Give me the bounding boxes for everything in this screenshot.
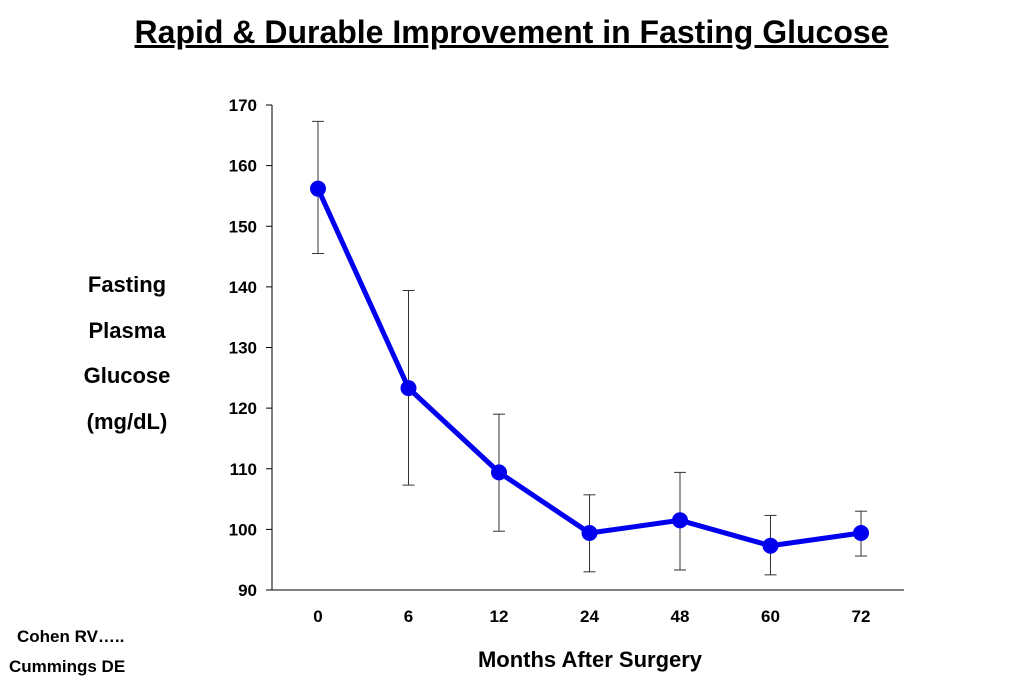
y-tick-label: 150 xyxy=(229,217,257,236)
x-tick-label: 72 xyxy=(852,607,871,626)
citation-author-2: Cummings DE xyxy=(9,657,126,676)
x-axis-label: Months After Surgery xyxy=(477,647,703,672)
citation-author-1: Cohen RV….. xyxy=(17,627,125,646)
chart-title: Rapid & Durable Improvement in Fasting G… xyxy=(134,14,889,50)
y-axis-label-line: Fasting xyxy=(87,272,167,297)
y-tick-label: 140 xyxy=(229,278,257,297)
y-axis-label-line: (mg/dL) xyxy=(86,408,168,434)
data-point xyxy=(491,464,507,481)
data-point xyxy=(310,180,326,197)
x-tick-label: 48 xyxy=(671,607,690,626)
y-tick-label: 100 xyxy=(229,520,257,539)
x-tick-label: 6 xyxy=(404,607,413,626)
y-tick-label: 170 xyxy=(229,96,257,115)
y-axis-label-line: Plasma xyxy=(88,317,166,343)
y-axis-label: Fasting Plasma Glucose (mg/dL) xyxy=(62,262,192,444)
data-point xyxy=(581,525,598,542)
y-tick-label: 90 xyxy=(238,581,257,600)
y-tick-label: 160 xyxy=(229,157,257,176)
x-tick-label: 12 xyxy=(490,607,509,626)
data-point xyxy=(672,512,688,529)
x-tick-label: 0 xyxy=(313,607,322,626)
y-axis-label-line: Glucose xyxy=(83,363,171,388)
data-point xyxy=(762,537,779,554)
x-tick-label: 24 xyxy=(580,607,599,626)
y-tick-label: 110 xyxy=(230,460,257,479)
y-tick-label: 130 xyxy=(229,339,257,358)
data-point xyxy=(400,380,417,397)
x-tick-label: 60 xyxy=(761,607,780,626)
data-point xyxy=(853,525,869,542)
y-tick-label: 120 xyxy=(229,399,257,418)
series-line xyxy=(315,187,862,549)
